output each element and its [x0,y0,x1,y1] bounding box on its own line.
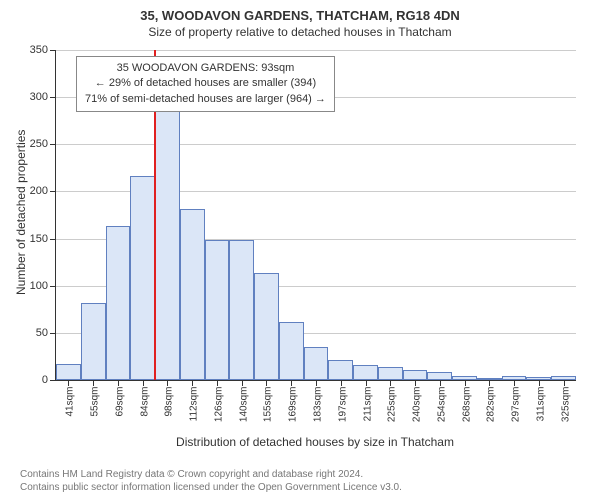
histogram-bar [403,370,428,380]
x-tick [68,380,69,386]
x-tick [118,380,119,386]
chart-container: 35, WOODAVON GARDENS, THATCHAM, RG18 4DN… [0,0,600,500]
histogram-bar [106,226,131,380]
y-tick-label: 200 [18,185,48,197]
y-tick-label: 250 [18,138,48,150]
x-tick-label: 98sqm [164,387,175,437]
histogram-bar [205,240,230,380]
y-tick [50,239,56,240]
histogram-bar [279,322,304,380]
x-axis-label: Distribution of detached houses by size … [55,435,575,449]
attribution: Contains HM Land Registry data © Crown c… [20,468,402,494]
x-tick [242,380,243,386]
y-tick-label: 150 [18,233,48,245]
histogram-bar [427,372,452,380]
gridline [56,50,576,51]
x-tick-label: 112sqm [189,387,200,437]
chart-subtitle: Size of property relative to detached ho… [0,23,600,39]
x-tick [564,380,565,386]
y-tick [50,50,56,51]
x-tick-label: 140sqm [238,387,249,437]
x-tick-label: 155sqm [263,387,274,437]
attribution-line-2: Contains public sector information licen… [20,481,402,494]
x-tick [465,380,466,386]
x-tick-label: 325sqm [560,387,571,437]
x-tick-label: 282sqm [486,387,497,437]
x-tick-label: 268sqm [461,387,472,437]
attribution-line-1: Contains HM Land Registry data © Crown c… [20,468,402,481]
x-tick [316,380,317,386]
y-tick [50,286,56,287]
x-tick-label: 225sqm [387,387,398,437]
x-tick-label: 211sqm [362,387,373,437]
x-tick [143,380,144,386]
x-tick [192,380,193,386]
x-tick-label: 69sqm [114,387,125,437]
y-tick-label: 300 [18,91,48,103]
histogram-bar [328,360,353,380]
y-tick-label: 350 [18,44,48,56]
annotation-line-2: ← 29% of detached houses are smaller (39… [85,76,326,91]
y-tick-label: 0 [18,374,48,386]
x-tick [266,380,267,386]
x-tick-label: 84sqm [139,387,150,437]
x-tick-label: 197sqm [337,387,348,437]
x-tick [93,380,94,386]
annotation-box: 35 WOODAVON GARDENS: 93sqm ← 29% of deta… [76,56,335,112]
x-tick-label: 240sqm [412,387,423,437]
y-tick [50,97,56,98]
x-tick [366,380,367,386]
x-tick-label: 169sqm [288,387,299,437]
y-tick-label: 50 [18,327,48,339]
y-tick [50,144,56,145]
histogram-bar [130,176,155,380]
x-tick [415,380,416,386]
x-tick [514,380,515,386]
x-tick-label: 41sqm [65,387,76,437]
x-tick [489,380,490,386]
x-tick-label: 126sqm [213,387,224,437]
y-tick-label: 100 [18,280,48,292]
histogram-bar [180,209,205,380]
x-tick-label: 55sqm [90,387,101,437]
annotation-line-1: 35 WOODAVON GARDENS: 93sqm [85,61,326,76]
plot-area: 05010015020025030035041sqm55sqm69sqm84sq… [55,50,576,381]
histogram-bar [378,367,403,380]
histogram-bar [56,364,81,380]
annotation-line-3: 71% of semi-detached houses are larger (… [85,92,326,107]
x-tick-label: 311sqm [535,387,546,437]
histogram-bar [81,303,106,380]
x-tick-label: 183sqm [313,387,324,437]
gridline [56,144,576,145]
histogram-bar [353,365,378,380]
x-tick [291,380,292,386]
y-tick [50,380,56,381]
x-tick [539,380,540,386]
x-tick [390,380,391,386]
x-tick [341,380,342,386]
x-tick-label: 297sqm [511,387,522,437]
x-tick [217,380,218,386]
histogram-bar [155,109,180,380]
x-tick [167,380,168,386]
y-axis-label: Number of detached properties [14,130,28,295]
y-tick [50,191,56,192]
y-tick [50,333,56,334]
histogram-bar [229,240,254,380]
x-tick [440,380,441,386]
x-tick-label: 254sqm [436,387,447,437]
chart-title: 35, WOODAVON GARDENS, THATCHAM, RG18 4DN [0,0,600,23]
histogram-bar [254,273,279,380]
histogram-bar [304,347,329,380]
